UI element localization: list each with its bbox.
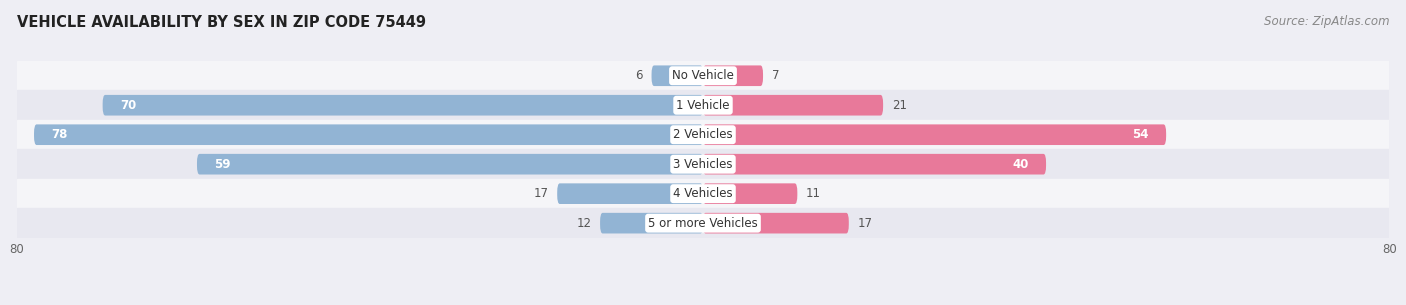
- Text: 3 Vehicles: 3 Vehicles: [673, 158, 733, 171]
- Text: 54: 54: [1132, 128, 1149, 141]
- Text: 5 or more Vehicles: 5 or more Vehicles: [648, 217, 758, 230]
- FancyBboxPatch shape: [197, 154, 703, 174]
- FancyBboxPatch shape: [103, 95, 703, 116]
- Text: 4 Vehicles: 4 Vehicles: [673, 187, 733, 200]
- Text: VEHICLE AVAILABILITY BY SEX IN ZIP CODE 75449: VEHICLE AVAILABILITY BY SEX IN ZIP CODE …: [17, 15, 426, 30]
- FancyBboxPatch shape: [703, 183, 797, 204]
- FancyBboxPatch shape: [34, 124, 703, 145]
- Text: Source: ZipAtlas.com: Source: ZipAtlas.com: [1264, 15, 1389, 28]
- Text: 21: 21: [891, 99, 907, 112]
- Text: No Vehicle: No Vehicle: [672, 69, 734, 82]
- Text: 11: 11: [806, 187, 821, 200]
- FancyBboxPatch shape: [703, 65, 763, 86]
- FancyBboxPatch shape: [703, 95, 883, 116]
- Bar: [17, 179, 1389, 208]
- Bar: [17, 208, 1389, 238]
- Text: 78: 78: [51, 128, 67, 141]
- Text: 59: 59: [214, 158, 231, 171]
- FancyBboxPatch shape: [557, 183, 703, 204]
- Bar: [17, 120, 1389, 149]
- Legend: Male, Female: Male, Female: [643, 302, 763, 305]
- FancyBboxPatch shape: [600, 213, 703, 234]
- FancyBboxPatch shape: [651, 65, 703, 86]
- FancyBboxPatch shape: [703, 213, 849, 234]
- Text: 17: 17: [534, 187, 548, 200]
- FancyBboxPatch shape: [703, 154, 1046, 174]
- Bar: [17, 61, 1389, 91]
- Bar: [17, 149, 1389, 179]
- Text: 12: 12: [576, 217, 592, 230]
- Bar: [17, 91, 1389, 120]
- Text: 6: 6: [636, 69, 643, 82]
- Text: 40: 40: [1012, 158, 1029, 171]
- Text: 70: 70: [120, 99, 136, 112]
- Text: 7: 7: [772, 69, 779, 82]
- Text: 2 Vehicles: 2 Vehicles: [673, 128, 733, 141]
- Text: 1 Vehicle: 1 Vehicle: [676, 99, 730, 112]
- FancyBboxPatch shape: [703, 124, 1166, 145]
- Text: 17: 17: [858, 217, 872, 230]
